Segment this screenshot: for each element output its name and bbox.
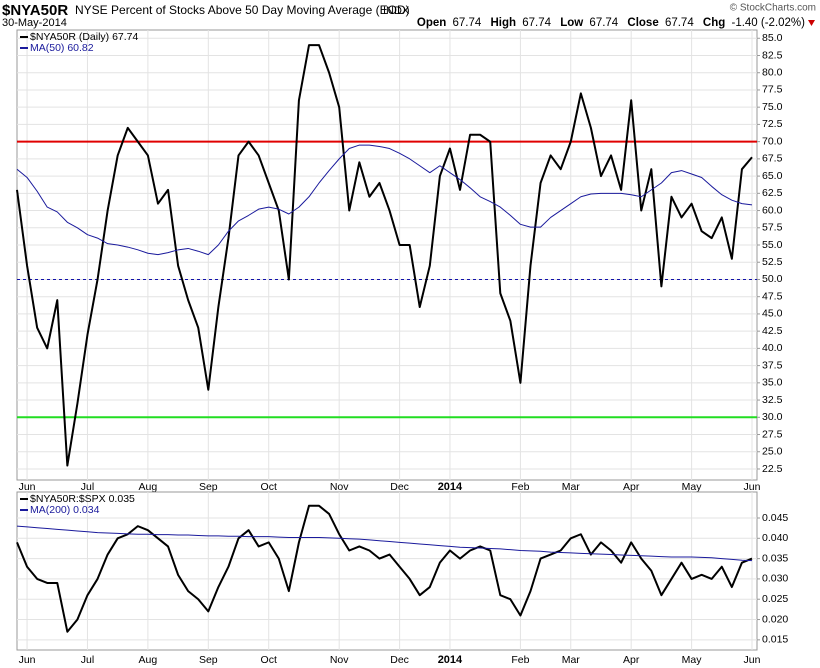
exchange: INDX [383,5,410,17]
quote: Open 67.74 High 67.74 Low 67.74 Close 67… [417,17,805,29]
y-tick-label: 60.0 [762,204,783,216]
x-tick-label: Dec [390,481,409,493]
series-line [16,144,753,256]
x-tick-label: May [682,654,703,666]
y-tick-label: 45.0 [762,308,783,320]
x-tick-label: May [682,481,703,493]
x-tick-label: Jun [19,481,36,493]
symbol: $NYA50R [2,2,68,19]
y-tick-label: 22.5 [762,463,783,475]
legend-label: MA(200) 0.034 [30,504,100,516]
y-tick-label: 37.5 [762,359,783,371]
y-tick-label: 47.5 [762,290,783,302]
x-tick-label: Jul [81,481,94,493]
x-tick-label: Oct [261,654,277,666]
y-tick-label: 0.025 [762,593,788,605]
y-tick-label: 0.020 [762,613,788,625]
y-tick-label: 55.0 [762,239,783,251]
y-tick-label: 50.0 [762,273,783,285]
quote-value: -1.40 (-2.02%) [731,17,805,29]
y-tick-label: 30.0 [762,411,783,423]
chart-title: NYSE Percent of Stocks Above 50 Day Movi… [75,3,410,17]
x-tick-label: Dec [390,654,409,666]
y-tick-label: 72.5 [762,118,783,130]
x-tick-label: Feb [511,654,529,666]
quote-label: Low [560,17,583,29]
x-tick-label: Aug [139,654,158,666]
x-tick-label: Feb [511,481,529,493]
legend-label: $NYA50R (Daily) 67.74 [30,31,139,43]
plot-frame [16,491,758,651]
series-line [16,44,753,467]
quote-label: Chg [703,17,725,29]
x-tick-label: Apr [623,654,640,666]
x-tick-label: Mar [562,654,581,666]
y-tick-label: 65.0 [762,170,783,182]
y-tick-label: 42.5 [762,325,783,337]
y-tick-label: 75.0 [762,101,783,113]
y-tick-label: 25.0 [762,446,783,458]
y-tick-label: 40.0 [762,342,783,354]
quote-value: 67.74 [452,17,481,29]
x-tick-label: Jun [19,654,36,666]
y-tick-label: 0.040 [762,532,788,544]
y-tick-label: 0.045 [762,512,788,524]
legend-label: $NYA50R:$SPX 0.035 [30,493,135,505]
y-tick-label: 70.0 [762,135,783,147]
y-tick-label: 85.0 [762,32,783,44]
x-tick-label: Jun [744,654,761,666]
y-tick-label: 27.5 [762,428,783,440]
y-tick-label: 57.5 [762,222,783,234]
x-tick-label: Sep [199,481,218,493]
x-tick-label: 2014 [438,481,463,493]
x-tick-label: Nov [330,481,349,493]
y-tick-label: 62.5 [762,187,783,199]
legend-label: MA(50) 60.82 [30,42,94,54]
copyright: © StockCharts.com [730,3,816,14]
y-tick-label: 0.015 [762,634,788,646]
y-tick-label: 67.5 [762,153,783,165]
y-tick-label: 80.0 [762,67,783,79]
y-tick-label: 82.5 [762,49,783,61]
x-tick-label: Nov [330,654,349,666]
quote-label: High [490,17,516,29]
quote-value: 67.74 [665,17,694,29]
series-line [16,504,753,633]
x-tick-label: Mar [562,481,581,493]
x-tick-label: Apr [623,481,640,493]
x-tick-label: 2014 [438,654,463,666]
x-tick-label: Aug [139,481,158,493]
x-tick-label: Sep [199,654,218,666]
y-tick-label: 35.0 [762,377,783,389]
quote-value: 67.74 [522,17,551,29]
x-tick-label: Oct [261,481,277,493]
x-tick-label: Jun [744,481,761,493]
quote-label: Open [417,17,446,29]
date: 30-May-2014 [2,17,67,29]
quote-label: Close [627,17,658,29]
plot-frame [16,29,758,481]
y-tick-label: 32.5 [762,394,783,406]
down-arrow [808,20,815,26]
series-line [16,525,753,562]
quote-value: 67.74 [589,17,618,29]
y-tick-label: 0.030 [762,573,788,585]
y-tick-label: 77.5 [762,84,783,96]
x-tick-label: Jul [81,654,94,666]
y-tick-label: 0.035 [762,552,788,564]
y-tick-label: 52.5 [762,256,783,268]
